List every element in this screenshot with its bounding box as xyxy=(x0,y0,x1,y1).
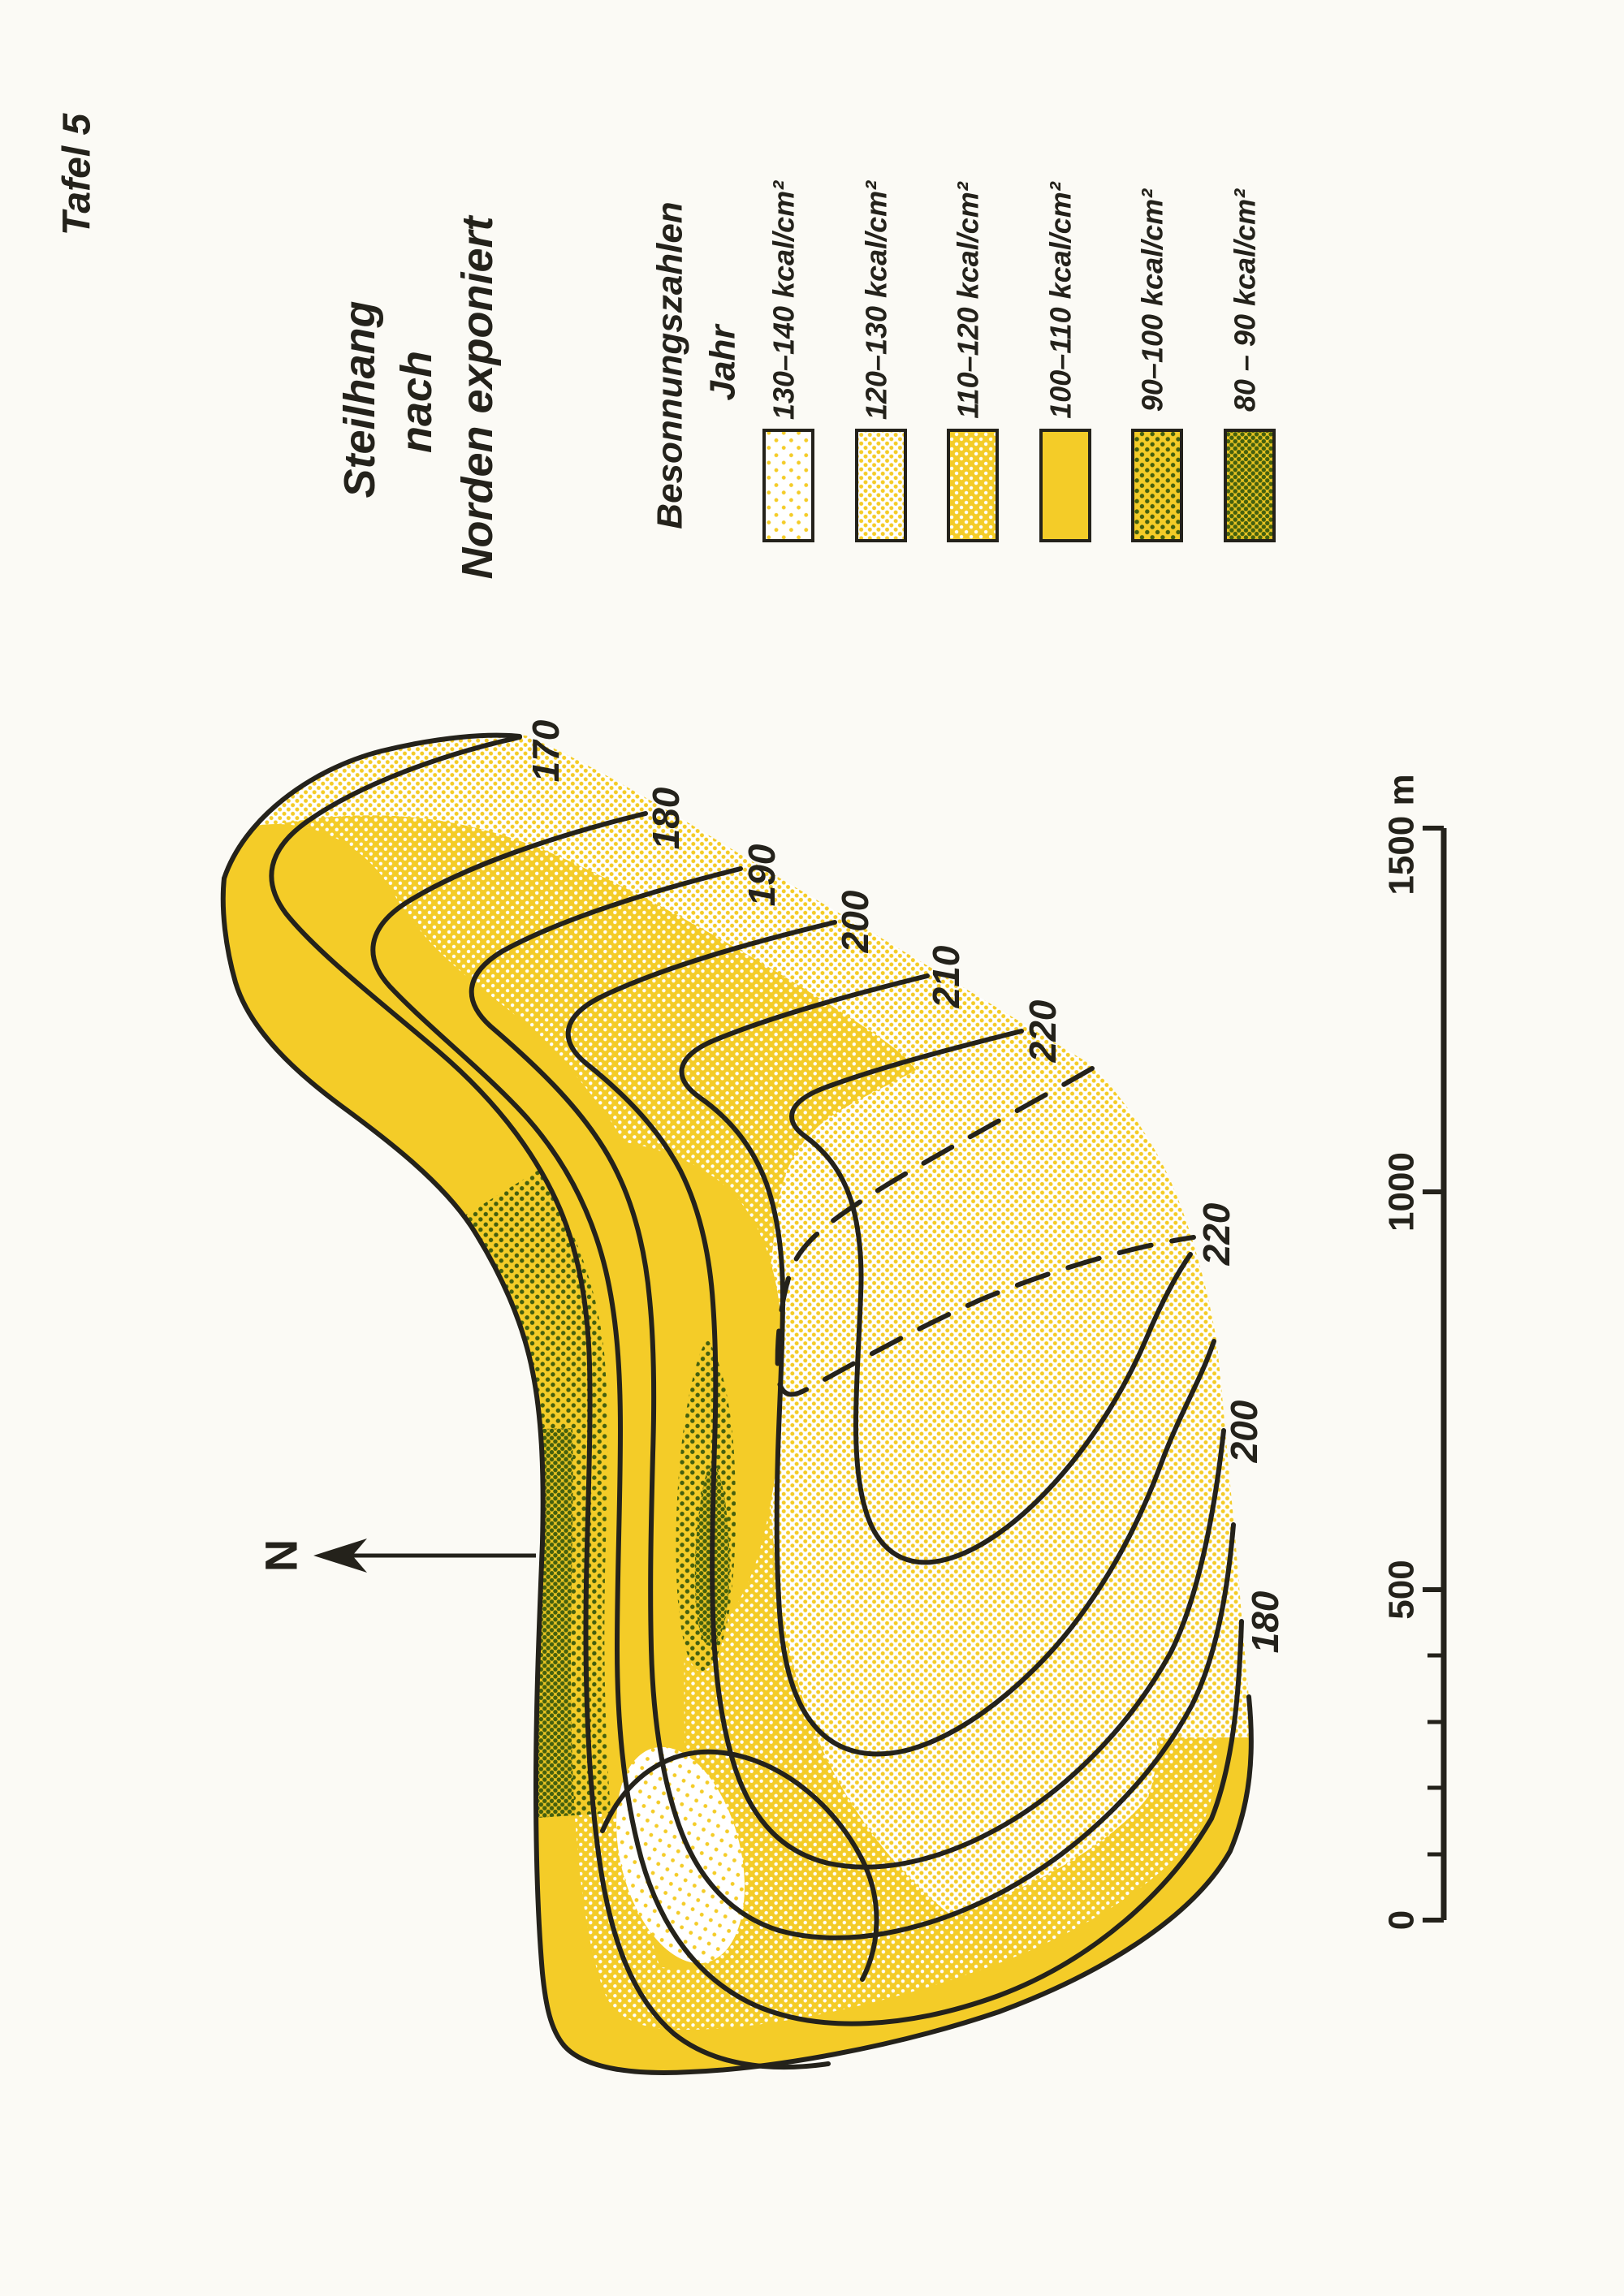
title-line-1: Steilhang xyxy=(335,300,384,498)
legend-swatch-100-110 xyxy=(1039,429,1091,542)
north-arrow: N xyxy=(256,1539,536,1573)
contour-label-right-180: 180 xyxy=(1244,1590,1286,1653)
contour-180 xyxy=(370,811,1244,2026)
contour-220-solid xyxy=(789,1029,1193,1565)
scale-bar xyxy=(1423,826,1447,1923)
legend-item-label: 80 – 90 kcal/cm² xyxy=(1229,188,1262,412)
legend-swatch-120-130 xyxy=(855,429,907,542)
contour-label-right-220: 220 xyxy=(1195,1202,1237,1266)
scale-label-1500: 1500 m xyxy=(1382,774,1422,895)
map-outline-bottom xyxy=(220,876,1254,2075)
legend-heading-line-2: Jahr xyxy=(703,323,743,401)
contour-label-180: 180 xyxy=(645,787,687,849)
legend-item: 80 – 90 kcal/cm² xyxy=(1224,188,1276,542)
legend-item: 130–140 kcal/cm² xyxy=(762,180,814,542)
map-outline-top xyxy=(222,732,522,881)
map-title: Steilhang nach Norden exponiert xyxy=(335,214,502,579)
legend-item-label: 130–140 kcal/cm² xyxy=(767,180,801,420)
contour-190 xyxy=(469,866,1236,1940)
contour-210 xyxy=(679,973,1216,1757)
contour-170 xyxy=(269,735,831,2070)
title-line-2: nach xyxy=(392,351,441,453)
legend-swatch-80-90 xyxy=(1224,429,1276,542)
contour-label-190: 190 xyxy=(741,844,783,906)
legend-heading-line-1: Besonnungszahlen xyxy=(650,201,690,529)
legend-item: 100–110 kcal/cm² xyxy=(1039,181,1091,542)
legend-item: 120–130 kcal/cm² xyxy=(855,180,907,542)
band-130-140-oval xyxy=(616,1746,745,1964)
contour-fragment-oval xyxy=(600,1749,879,1982)
legend: Besonnungszahlen Jahr 130–140 kcal/cm² 1… xyxy=(650,180,1276,542)
contour-200 xyxy=(565,920,1226,1870)
scale-label-1000: 1000 xyxy=(1382,1152,1422,1232)
legend-item-label: 110–120 kcal/cm² xyxy=(952,181,985,419)
contour-label-200: 200 xyxy=(834,890,876,953)
legend-item-label: 90–100 kcal/cm² xyxy=(1136,188,1169,412)
contour-label-220: 220 xyxy=(1021,999,1064,1063)
legend-swatch-110-120 xyxy=(947,429,999,542)
north-arrow-head xyxy=(313,1539,367,1573)
legend-item: 110–120 kcal/cm² xyxy=(947,181,999,542)
north-label: N xyxy=(256,1539,307,1572)
scale-labels: 1500 m 1000 500 0 xyxy=(1382,774,1422,1930)
contour-labels: 170 180 190 200 210 220 220 200 180 xyxy=(525,719,1286,1653)
plate-number: Tafel 5 xyxy=(56,113,99,236)
legend-swatch-90-100 xyxy=(1131,429,1183,542)
scale-label-0: 0 xyxy=(1382,1910,1422,1930)
scale-label-500: 500 xyxy=(1382,1560,1422,1619)
contour-label-170: 170 xyxy=(525,719,567,782)
legend-item-label: 100–110 kcal/cm² xyxy=(1044,181,1078,419)
contour-lines xyxy=(269,735,1244,2070)
legend-item: 90–100 kcal/cm² xyxy=(1131,188,1183,542)
title-line-3: Norden exponiert xyxy=(453,214,502,579)
contour-label-right-200: 200 xyxy=(1223,1400,1265,1463)
legend-item-label: 120–130 kcal/cm² xyxy=(860,180,893,420)
contour-label-210: 210 xyxy=(925,945,967,1008)
legend-swatch-130-140 xyxy=(762,429,814,542)
